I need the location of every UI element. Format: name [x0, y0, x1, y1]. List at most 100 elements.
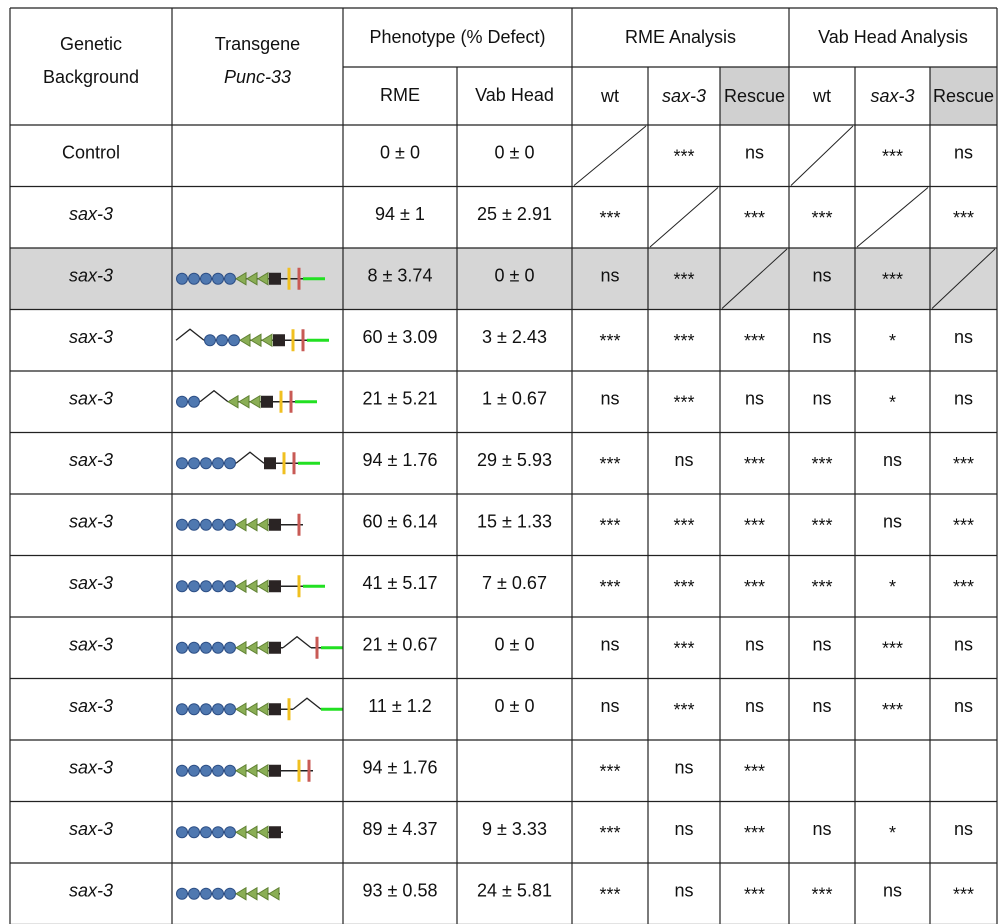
significance-cell: ns [954, 819, 973, 839]
deletion [236, 452, 264, 463]
background-cell: sax-3 [69, 696, 113, 716]
phenotype-cell: 94 ± 1.76 [363, 758, 438, 778]
significance-cell: *** [953, 577, 974, 597]
ig-domain [229, 335, 240, 346]
significance-cell: ns [745, 389, 764, 409]
phenotype-cell: 21 ± 5.21 [363, 389, 438, 409]
fn-domain [247, 888, 257, 900]
deletion [293, 698, 321, 709]
ig-domain [213, 519, 224, 530]
header-cell: Genetic [60, 34, 122, 54]
table: GeneticBackgroundTransgenePunc-33Phenoty… [0, 0, 998, 924]
header-cell: RME Analysis [625, 27, 736, 47]
fn-domain [236, 519, 246, 531]
background-cell: sax-3 [69, 204, 113, 224]
page: GeneticBackgroundTransgenePunc-33Phenoty… [0, 0, 998, 924]
significance-cell: *** [882, 639, 903, 659]
cc-motif [308, 760, 311, 782]
phenotype-cell: 25 ± 2.91 [477, 204, 552, 224]
transgene-diagram [177, 826, 284, 838]
fn-domain [247, 703, 257, 715]
ig-domain [177, 704, 188, 715]
tail [303, 277, 325, 280]
header-cell: Vab Head Analysis [818, 27, 968, 47]
significance-cell: *** [673, 270, 694, 290]
significance-cell: ns [812, 327, 831, 347]
ig-domain [213, 581, 224, 592]
significance-cell: *** [599, 823, 620, 843]
phenotype-cell: 93 ± 0.58 [363, 881, 438, 901]
ig-domain [213, 642, 224, 653]
background-cell: sax-3 [69, 758, 113, 778]
significance-cell: ns [745, 696, 764, 716]
significance-cell: ns [600, 635, 619, 655]
fn-domain [251, 334, 261, 346]
cc-motif [288, 698, 291, 720]
ig-domain [177, 519, 188, 530]
ig-domain [189, 888, 200, 899]
header-cell: sax-3 [662, 86, 706, 106]
significance-cell: *** [599, 208, 620, 228]
fn-domain [247, 642, 257, 654]
significance-cell: *** [673, 331, 694, 351]
significance-cell: ns [954, 389, 973, 409]
ig-domain [225, 827, 236, 838]
header-cell: Background [43, 67, 139, 87]
fn-domain [258, 703, 268, 715]
ig-domain [201, 581, 212, 592]
ig-domain [213, 765, 224, 776]
significance-cell: *** [953, 516, 974, 536]
significance-cell: ns [812, 266, 831, 286]
phenotype-cell: 3 ± 2.43 [482, 327, 547, 347]
background-cell: sax-3 [69, 573, 113, 593]
ig-domain [177, 273, 188, 284]
ig-domain [225, 458, 236, 469]
deletion [283, 637, 311, 648]
phenotype-cell: 15 ± 1.33 [477, 512, 552, 532]
deletion [200, 391, 228, 402]
fn-domain [258, 826, 268, 838]
background-cell: sax-3 [69, 327, 113, 347]
fn-domain [236, 765, 246, 777]
slash [857, 188, 928, 248]
significance-cell: ns [954, 635, 973, 655]
significance-cell: * [889, 331, 896, 351]
ig-domain [177, 396, 188, 407]
fn-domain [250, 396, 260, 408]
significance-cell: ns [954, 143, 973, 163]
transgene-diagram [176, 329, 329, 351]
cc-motif [298, 268, 301, 290]
tail [307, 339, 329, 342]
cc-motif [292, 329, 295, 351]
fn-domain [236, 580, 246, 592]
ig-domain [201, 519, 212, 530]
phenotype-cell: 11 ± 1.2 [368, 696, 432, 716]
ig-domain [177, 581, 188, 592]
significance-cell: * [889, 393, 896, 413]
significance-cell: * [889, 577, 896, 597]
significance-cell: *** [744, 454, 765, 474]
background-cell: sax-3 [69, 635, 113, 655]
significance-cell: *** [882, 700, 903, 720]
ig-domain [201, 704, 212, 715]
significance-cell: *** [744, 885, 765, 905]
significance-cell: ns [883, 450, 902, 470]
phenotype-cell: 41 ± 5.17 [363, 573, 438, 593]
phenotype-cell: 21 ± 0.67 [363, 635, 438, 655]
ig-domain [177, 888, 188, 899]
ig-domain [177, 827, 188, 838]
tm-domain [269, 273, 281, 285]
phenotype-cell: 94 ± 1.76 [363, 450, 438, 470]
phenotype-cell: 9 ± 3.33 [482, 819, 547, 839]
ig-domain [205, 335, 216, 346]
background-cell: sax-3 [69, 266, 113, 286]
tm-domain [269, 703, 281, 715]
tm-domain [269, 519, 281, 531]
ig-domain [201, 642, 212, 653]
tm-domain [273, 334, 285, 346]
cc-motif [302, 329, 305, 351]
transgene-diagram [177, 575, 326, 597]
significance-cell: ns [745, 635, 764, 655]
fn-domain [258, 765, 268, 777]
ig-domain [201, 273, 212, 284]
